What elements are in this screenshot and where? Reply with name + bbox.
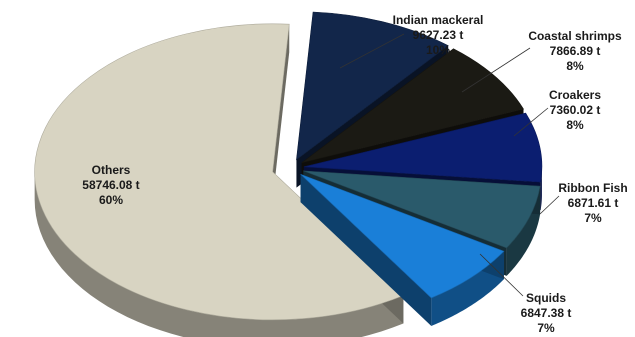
pie-slice-croakers — [303, 112, 543, 183]
data-label-squids-value: 6847.38 t — [521, 306, 572, 320]
pie-slice-ribbon-fish-side — [506, 186, 541, 276]
data-label-ribbon-fish-percent: 7% — [584, 211, 602, 225]
leader-line-croakers — [513, 107, 549, 137]
data-label-croakers-percent: 8% — [566, 118, 584, 132]
data-label-squids-percent: 7% — [537, 321, 555, 335]
data-label-coastal-shrimps-percent: 8% — [566, 59, 584, 73]
leader-line-indian-mackeral — [339, 33, 405, 69]
pie-slice-squids-edge-1 — [300, 174, 432, 326]
leader-line-squids — [479, 253, 524, 297]
data-label-croakers-label: Croakers — [549, 88, 601, 102]
leader-line-coastal-shrimps — [461, 47, 531, 93]
pie-slice-squids — [300, 173, 505, 299]
data-label-others-percent: 60% — [99, 193, 123, 207]
pie-slice-others-side — [34, 171, 404, 337]
pie-slice-others-edge-1 — [272, 24, 290, 200]
data-label-coastal-shrimps-label: Coastal shrimps — [528, 29, 622, 43]
data-label-coastal-shrimps-value: 7866.89 t — [550, 44, 601, 58]
data-label-indian-mackeral-label: Indian mackeral — [393, 13, 484, 27]
pie-slice-indian-mackeral — [296, 11, 449, 161]
pie-slice-croakers-side — [540, 166, 542, 211]
pie-slice-ribbon-fish — [303, 170, 541, 249]
leader-line-ribbon-fish — [539, 195, 560, 215]
data-label-ribbon-fish-value: 6871.61 t — [568, 196, 619, 210]
pie-slice-others — [34, 23, 404, 321]
data-label-ribbon-fish-label: Ribbon Fish — [558, 181, 627, 195]
data-label-others-label: Others — [92, 163, 131, 177]
data-label-squids-label: Squids — [526, 291, 566, 305]
pie-slice-coastal-shrimps — [301, 48, 524, 164]
data-label-others-value: 58746.08 t — [82, 178, 139, 192]
data-label-indian-mackeral-value: 9627.23 t — [413, 28, 464, 42]
data-label-croakers-value: 7360.02 t — [550, 103, 601, 117]
data-label-indian-mackeral-percent: 10% — [426, 43, 450, 57]
